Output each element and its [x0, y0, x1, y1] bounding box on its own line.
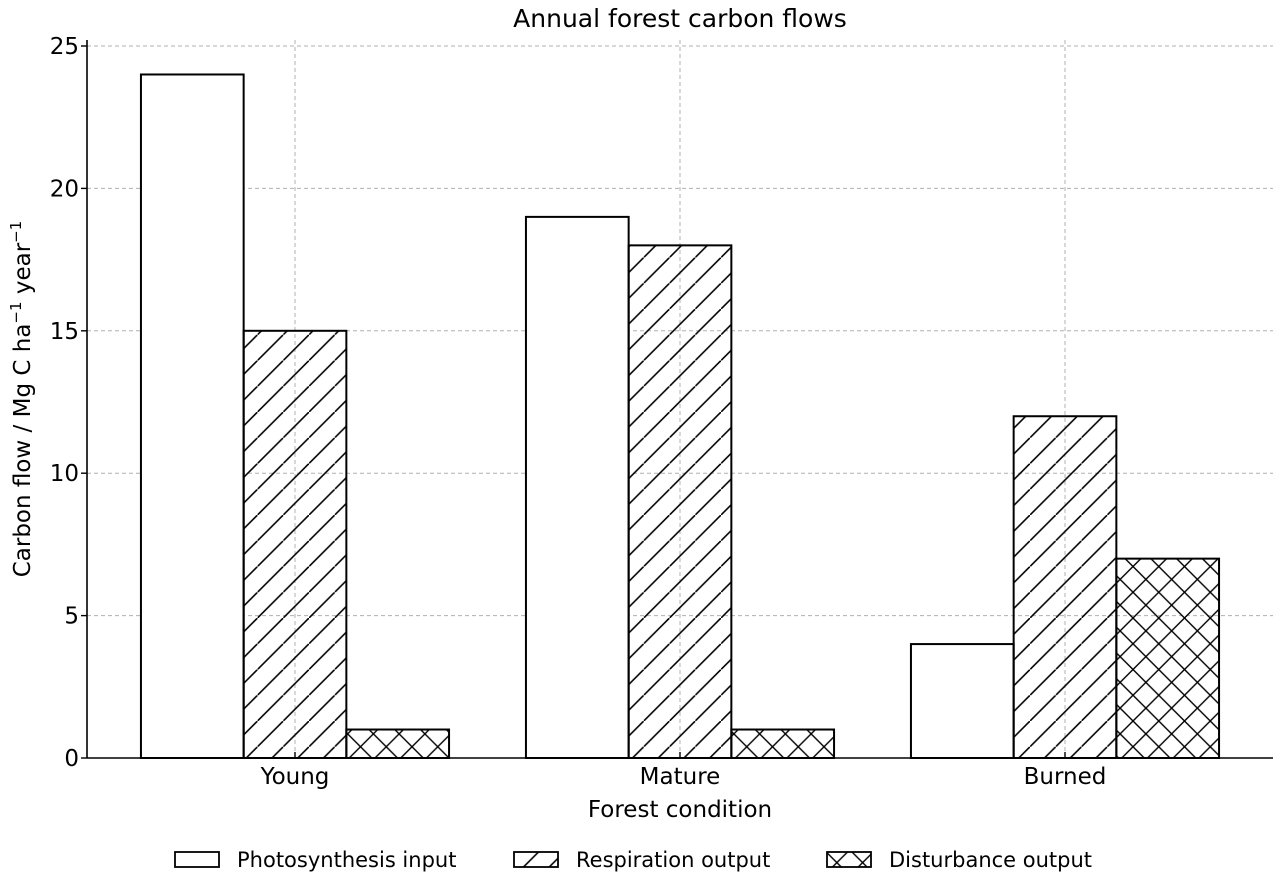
- x-ticks: Young Mature Burned: [260, 752, 1107, 790]
- bar-young-series-0: [139, 73, 245, 760]
- y-axis-label-exponent-2: −1: [7, 221, 25, 243]
- y-axis-label-main: Carbon flow / Mg C ha: [10, 324, 36, 578]
- x-tick-label-mature: Mature: [640, 764, 721, 790]
- y-tick-label-0: 0: [64, 746, 79, 772]
- bar-young-series-1: [242, 329, 348, 759]
- x-axis-label: Forest condition: [588, 797, 772, 823]
- legend-swatch-2: [826, 851, 872, 868]
- y-axis-label: Carbon flow / Mg C ha−1 year−1: [7, 221, 36, 578]
- y-axis-label-exponent-1: −1: [7, 301, 25, 323]
- y-tick-label-1: 5: [64, 604, 79, 630]
- bar-mature-series-2: [730, 728, 836, 760]
- bar-burned-series-2: [1115, 557, 1221, 760]
- y-tick-label-2: 10: [50, 461, 79, 487]
- x-tick-label-young: Young: [260, 764, 330, 790]
- bar-mature-series-0: [524, 215, 630, 759]
- chart-title: Annual forest carbon flows: [513, 4, 847, 33]
- legend-label-1: Respiration output: [576, 848, 770, 872]
- legend-label-2: Disturbance output: [889, 848, 1092, 872]
- y-tick-label-3: 15: [50, 319, 79, 345]
- bar-burned-series-1: [1012, 415, 1118, 759]
- legend-swatch-0: [174, 851, 220, 868]
- legend-label-0: Photosynthesis input: [237, 848, 456, 872]
- bars: [139, 73, 1221, 760]
- y-ticks: 0 5 10 15 20 25: [50, 34, 87, 772]
- bar-mature-series-1: [627, 244, 733, 760]
- x-tick-label-burned: Burned: [1024, 764, 1107, 790]
- y-tick-label-5: 25: [50, 34, 79, 60]
- bar-young-series-2: [345, 728, 451, 760]
- legend-swatch-1: [513, 851, 559, 868]
- bar-burned-series-0: [909, 643, 1015, 760]
- y-tick-label-4: 20: [50, 176, 79, 202]
- y-axis-label-unit: year: [10, 242, 36, 301]
- legend: Photosynthesis input Respiration output Di…: [174, 848, 1092, 872]
